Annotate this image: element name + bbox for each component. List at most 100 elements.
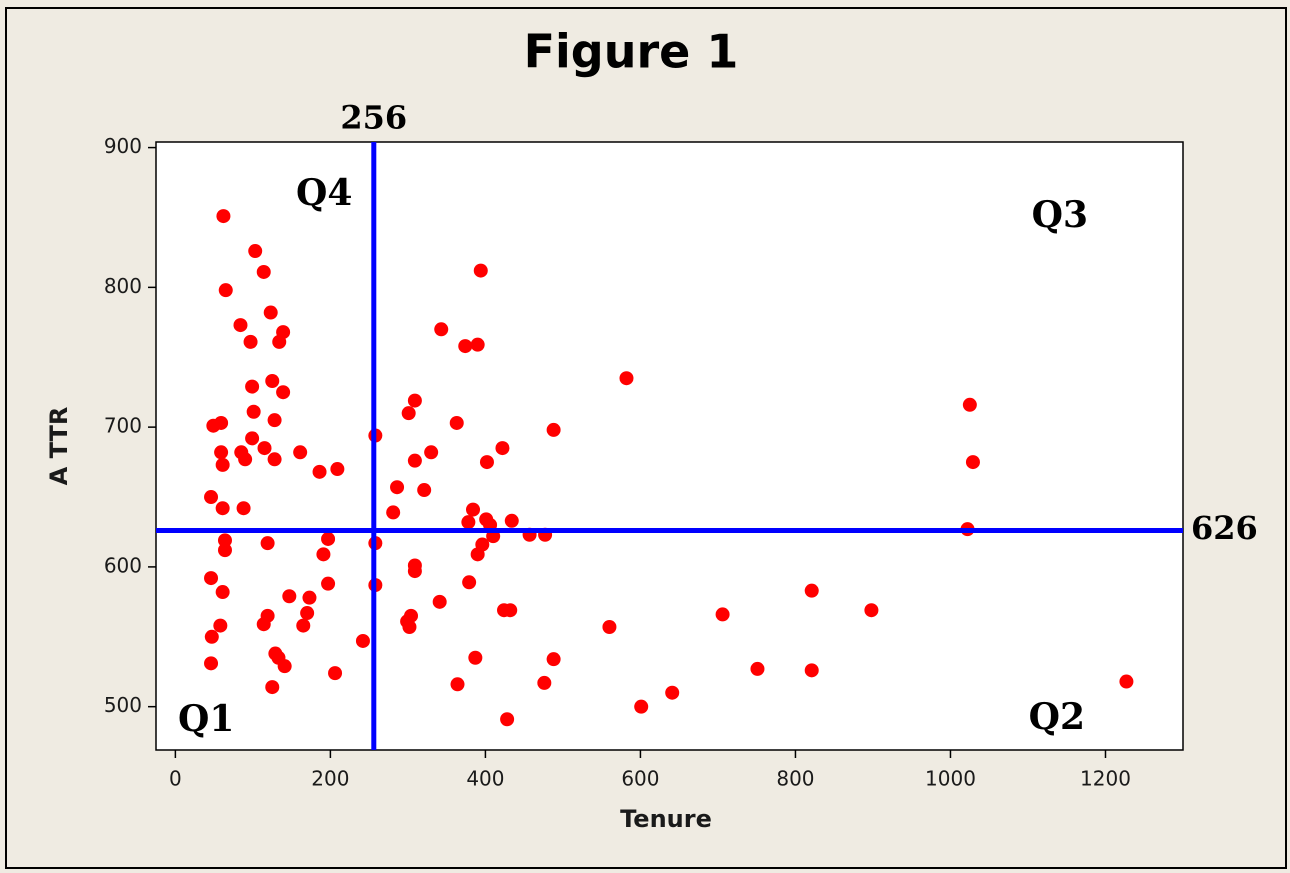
point xyxy=(204,490,219,505)
y-tick-label: 900 xyxy=(104,134,142,158)
point xyxy=(466,502,481,517)
point xyxy=(215,457,230,472)
point xyxy=(296,618,311,633)
point xyxy=(715,607,730,622)
point xyxy=(233,318,248,333)
point xyxy=(390,480,405,495)
point xyxy=(265,374,280,389)
point xyxy=(282,589,297,604)
x-tick-label: 200 xyxy=(311,767,349,791)
point xyxy=(267,413,282,428)
point xyxy=(402,620,417,635)
point xyxy=(449,415,464,430)
point xyxy=(407,453,422,468)
point xyxy=(236,501,251,516)
y-tick-label: 600 xyxy=(104,553,142,577)
point xyxy=(546,422,561,437)
point xyxy=(316,547,331,562)
y-tick-label: 800 xyxy=(104,274,142,298)
point xyxy=(276,385,291,400)
point xyxy=(424,445,439,460)
point xyxy=(243,334,258,349)
point xyxy=(1119,674,1134,689)
reference-label: 256 xyxy=(340,99,407,137)
point xyxy=(302,590,317,605)
point xyxy=(864,603,879,618)
y-tick-label: 700 xyxy=(104,414,142,438)
point xyxy=(665,685,680,700)
point xyxy=(277,659,292,674)
point xyxy=(204,571,219,586)
point xyxy=(248,244,263,259)
point xyxy=(401,406,416,421)
point xyxy=(450,677,465,692)
point xyxy=(215,585,230,600)
point xyxy=(434,322,449,337)
point xyxy=(602,620,617,635)
y-axis-title: A TTR xyxy=(45,407,73,486)
x-tick-label: 1000 xyxy=(925,767,976,791)
point xyxy=(417,483,432,498)
point xyxy=(546,652,561,667)
point xyxy=(750,661,765,676)
point xyxy=(293,445,308,460)
plot-area xyxy=(155,141,1184,751)
point xyxy=(804,583,819,598)
point xyxy=(355,633,370,648)
point xyxy=(238,452,253,467)
point xyxy=(246,404,261,419)
point xyxy=(260,536,275,551)
point xyxy=(504,513,519,528)
point xyxy=(263,305,278,320)
x-tick-label: 400 xyxy=(466,767,504,791)
point xyxy=(407,564,422,579)
point xyxy=(407,393,422,408)
point xyxy=(386,505,401,520)
point xyxy=(214,445,229,460)
x-tick-label: 0 xyxy=(169,767,182,791)
point xyxy=(245,431,260,446)
point xyxy=(213,618,228,633)
point xyxy=(215,501,230,516)
point xyxy=(214,415,229,430)
point xyxy=(256,264,271,279)
quadrant-label: Q2 xyxy=(1029,696,1085,738)
x-tick-label: 1200 xyxy=(1080,767,1131,791)
point xyxy=(328,666,343,681)
point xyxy=(217,533,232,548)
point xyxy=(260,608,275,623)
point xyxy=(962,397,977,412)
point xyxy=(432,594,447,609)
point xyxy=(965,455,980,470)
reference-label: 626 xyxy=(1191,509,1258,547)
point xyxy=(495,441,510,456)
point xyxy=(479,455,494,470)
point xyxy=(312,464,327,479)
x-tick-label: 600 xyxy=(621,767,659,791)
point xyxy=(272,334,287,349)
point xyxy=(267,452,282,467)
point xyxy=(300,606,315,621)
quadrant-label: Q3 xyxy=(1032,194,1088,236)
point xyxy=(330,462,345,477)
point xyxy=(503,603,518,618)
point xyxy=(218,283,233,298)
point xyxy=(216,209,231,224)
point xyxy=(257,441,272,456)
point xyxy=(634,699,649,714)
point xyxy=(537,675,552,690)
point xyxy=(804,663,819,678)
x-axis-title: Tenure xyxy=(620,805,712,833)
point xyxy=(217,543,232,558)
point xyxy=(461,515,476,530)
point xyxy=(321,531,336,546)
frame xyxy=(5,7,1287,869)
point xyxy=(473,263,488,278)
point xyxy=(468,650,483,665)
y-tick-label: 500 xyxy=(104,693,142,717)
chart-title: Figure 1 xyxy=(524,25,739,79)
point xyxy=(470,337,485,352)
point xyxy=(462,575,477,590)
quadrant-label: Q1 xyxy=(178,698,234,740)
